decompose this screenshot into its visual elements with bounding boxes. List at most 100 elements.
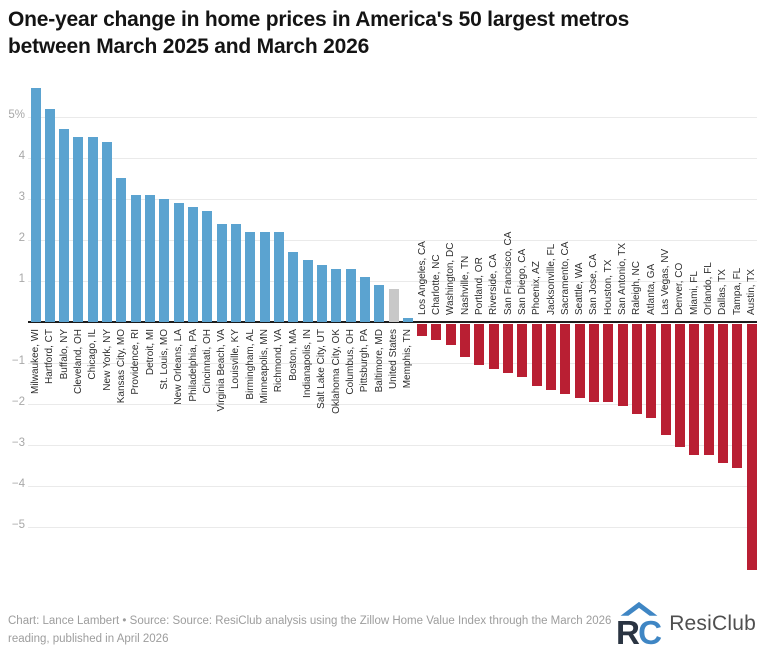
bar-label: San Francisco, CA — [502, 231, 514, 315]
bar-dallas-tx — [717, 324, 728, 463]
bar-las-vegas-nv — [660, 324, 671, 435]
bar-label: Jacksonville, FL — [545, 243, 557, 315]
bar-new-york-ny — [102, 142, 113, 322]
bar-atlanta-ga — [646, 324, 657, 418]
bar-label: Raleigh, NC — [631, 261, 643, 315]
bar-minneapolis-mn — [259, 232, 270, 322]
bar-los-angeles-ca — [417, 324, 428, 336]
bar-label: Seattle, WA — [574, 262, 586, 315]
bar-philadelphia-pa — [188, 207, 199, 322]
bar-label: Buffalo, NY — [58, 329, 70, 380]
bar-detroit-mi — [145, 195, 156, 322]
bar-label: Oklahoma City, OK — [330, 329, 342, 414]
bar-label: Portland, OR — [473, 257, 485, 315]
bar-buffalo-ny — [59, 129, 70, 322]
bar-label: Las Vegas, NV — [660, 248, 672, 315]
bar-tampa-fl — [732, 324, 743, 468]
bar-seattle-wa — [574, 324, 585, 398]
bar-miami-fl — [689, 324, 700, 455]
y-tick-label: −1 — [11, 355, 25, 367]
resiclub-house-icon: R C — [616, 601, 662, 647]
bar-label: Hartford, CT — [44, 329, 56, 385]
bar-label: Denver, CO — [674, 262, 686, 315]
bar-label: Minneapolis, MN — [259, 329, 271, 404]
bar-kansas-city-mo — [116, 178, 127, 322]
y-tick-label: −3 — [11, 437, 25, 449]
bar-label: Providence, RI — [130, 329, 142, 395]
bar-label: Houston, TX — [602, 259, 614, 315]
bar-phoenix-az — [531, 324, 542, 386]
bar-austin-tx — [746, 324, 757, 570]
bar-label: Nashville, TN — [459, 255, 471, 315]
bar-label: Cleveland, OH — [72, 329, 84, 395]
bar-baltimore-md — [374, 285, 385, 322]
credit-line2: reading, published in April 2026 — [8, 633, 169, 645]
bar-label: Boston, MA — [287, 329, 299, 381]
gridline — [28, 240, 757, 241]
svg-text:C: C — [638, 615, 662, 647]
bar-label: Philadelphia, PA — [187, 329, 199, 402]
bar-birmingham-al — [245, 232, 256, 322]
bar-providence-ri — [130, 195, 141, 322]
bar-label: Phoenix, AZ — [531, 261, 543, 315]
bar-cincinnati-oh — [202, 211, 213, 322]
bar-boston-ma — [288, 252, 299, 322]
bar-san-jose-ca — [588, 324, 599, 402]
bar-houston-tx — [603, 324, 614, 402]
bar-label: Memphis, TN — [402, 329, 414, 389]
bar-label: St. Louis, MO — [158, 329, 170, 390]
bar-nashville-tn — [460, 324, 471, 357]
chart-title: One-year change in home prices in Americ… — [8, 6, 629, 60]
bar-pittsburgh-pa — [359, 277, 370, 322]
resiclub-logo-text: ResiClub — [669, 612, 756, 635]
bar-label: San Jose, CA — [588, 253, 600, 315]
bar-san-francisco-ca — [503, 324, 514, 373]
resiclub-logo: R C ResiClub — [616, 601, 756, 647]
bar-label: Los Angeles, CA — [416, 241, 428, 315]
bar-milwaukee-wi — [30, 88, 41, 322]
bar-label: Sacramento, CA — [559, 241, 571, 315]
bar-label: Washington, DC — [445, 242, 457, 315]
bar-salt-lake-city-ut — [316, 265, 327, 322]
bar-label: Milwaukee, WI — [30, 329, 41, 395]
credit-line1: Chart: Lance Lambert • Source: Source: R… — [8, 615, 612, 627]
bar-label: United States — [388, 329, 399, 390]
bar-label: Charlotte, NC — [430, 254, 442, 315]
bar-label: New Orleans, LA — [173, 329, 185, 405]
bar-indianapolis-in — [302, 260, 313, 322]
bar-united-states — [388, 289, 399, 322]
gridline — [28, 404, 757, 405]
gridline — [28, 117, 757, 118]
bar-label: San Diego, CA — [516, 248, 528, 315]
gridline — [28, 486, 757, 487]
bar-label: Miami, FL — [688, 271, 700, 315]
y-tick-label: −5 — [11, 519, 25, 531]
y-tick-label: 1 — [18, 273, 25, 285]
bar-label: San Antonio, TX — [617, 242, 629, 315]
bar-label: Richmond, VA — [273, 329, 285, 393]
bar-chart-plot: 5% 4 3 2 1 −1 −2 −3 −4 −5 Milwaukee, WI Hartford, C… — [0, 85, 766, 595]
bar-hartford-ct — [44, 109, 55, 322]
bar-st-louis-mo — [159, 199, 170, 322]
bar-portland-or — [474, 324, 485, 365]
gridline — [28, 281, 757, 282]
bar-label: Birmingham, AL — [244, 329, 256, 400]
bar-cleveland-oh — [73, 137, 84, 322]
chart-credit: Chart: Lance Lambert • Source: Source: R… — [8, 612, 611, 648]
bar-orlando-fl — [703, 324, 714, 455]
gridline — [28, 158, 757, 159]
bar-san-diego-ca — [517, 324, 528, 377]
bar-label: Chicago, IL — [87, 329, 99, 380]
bar-label: Virginia Beach, VA — [216, 329, 228, 412]
bar-label: Louisville, KY — [230, 329, 242, 390]
bar-label: Salt Lake City, UT — [316, 329, 328, 409]
bar-chicago-il — [87, 137, 98, 322]
y-tick-label: 4 — [18, 150, 25, 162]
bar-label: Kansas City, MO — [115, 329, 127, 404]
bar-label: Indianapolis, IN — [302, 329, 314, 398]
bar-sacramento-ca — [560, 324, 571, 394]
bar-label: New York, NY — [101, 329, 113, 391]
y-tick-label: 2 — [18, 232, 25, 244]
bar-louisville-ky — [230, 224, 241, 322]
